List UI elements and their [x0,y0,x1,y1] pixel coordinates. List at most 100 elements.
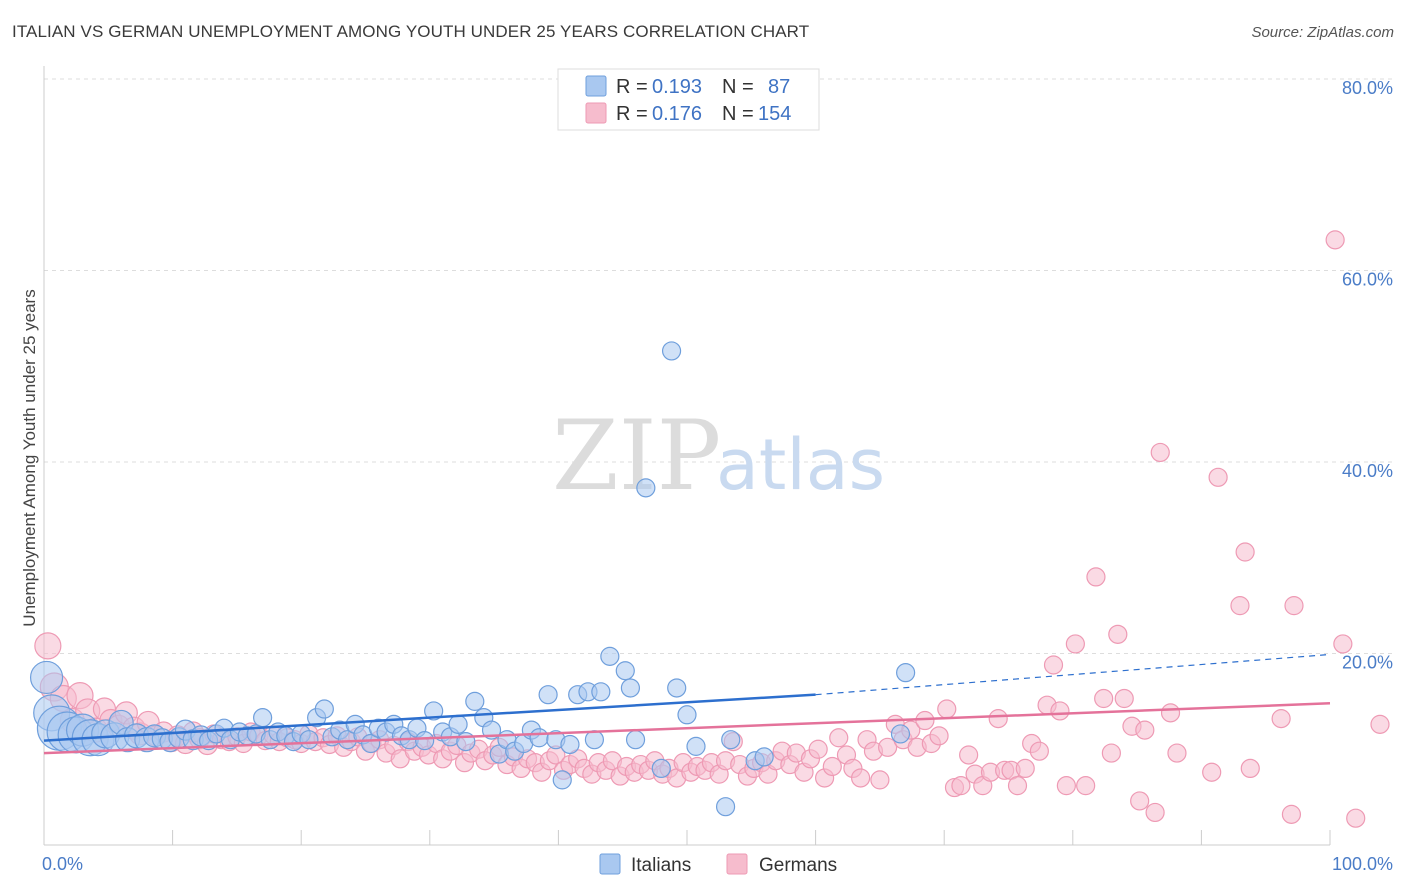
legend-germans-n-label: N = [722,103,754,125]
y-axis-label: Unemployment Among Youth under 25 years [20,289,39,626]
germans-point [822,756,842,777]
germans-point [1240,758,1260,779]
italians-point [677,705,697,725]
x-tick-label: 100.0% [1332,854,1393,874]
legend-italians-r-value: 0.193 [652,76,702,98]
bottom-legend: Italians Germans [599,853,837,876]
germans-point [34,632,62,660]
germans-point [1202,762,1222,782]
germans-point [1167,743,1187,763]
italians-point [661,341,682,361]
trend-lines [43,653,1331,755]
italians-point [715,797,736,817]
germans-point [1029,741,1049,761]
italians-point [620,678,641,698]
germans-point [1145,802,1165,823]
italians-point [253,708,273,728]
germans-point [1370,714,1390,734]
germans-point [1271,709,1291,729]
bottom-legend-swatch-italians [599,853,621,875]
germans-point [878,737,898,757]
italians-point [415,731,435,751]
legend-germans-r-value: 0.176 [652,103,702,125]
italians-point [361,733,381,754]
germans-point [1076,776,1096,796]
x-tick-label: 0.0% [42,854,83,874]
germans-point [1230,596,1250,616]
germans-point [1056,776,1076,796]
y-tick-label: 60.0% [1342,270,1393,290]
italians-point [636,478,656,498]
y-tick-label: 80.0% [1342,78,1393,98]
germans-point [1050,701,1070,721]
y-tick-label: 40.0% [1342,461,1393,481]
germans-point [1281,804,1302,824]
italians-point [591,682,611,702]
italians-point [896,663,916,683]
germans-point [1094,688,1114,709]
germans-point [988,709,1008,729]
y-tick-label: 20.0% [1342,653,1393,673]
watermark-atlas: atlas [716,424,885,506]
italians-point [600,646,620,666]
germans-trend-line [43,702,1331,755]
germans-point [1208,467,1228,487]
italians-point [448,714,468,734]
germans-point [929,726,949,746]
italians-point [465,691,485,711]
italians-point [625,730,646,750]
legend-swatch-germans [585,102,607,124]
bottom-legend-swatch-germans [726,853,748,875]
italians-point [552,770,572,790]
italians-point [584,730,605,750]
germans-point [1333,634,1353,654]
germans-point [1130,791,1150,811]
italians-point [314,699,334,719]
germans-point [1325,230,1345,250]
germans-point [1101,743,1121,763]
italians-point [538,685,558,705]
germans-point [851,768,871,788]
legend-italians-n-value: 87 [768,76,790,98]
germans-point [1135,720,1155,740]
italians-point [29,660,64,695]
germans-point [1346,808,1366,828]
germans-point [1086,567,1106,587]
y-tick-labels: 20.0% 40.0% 60.0% 80.0% [1342,78,1393,673]
italians-point [299,730,319,750]
germans-point [951,776,971,796]
germans-point [915,710,935,731]
germans-point [870,770,890,790]
chart-title: ITALIAN VS GERMAN UNEMPLOYMENT AMONG YOU… [12,22,810,41]
italians-point [667,678,687,698]
bottom-legend-italians: Italians [631,855,691,876]
germans-point [959,745,979,765]
germans-point [1108,624,1128,644]
italians-point [754,747,774,767]
watermark-zip: ZIP [552,400,721,512]
italians-point [615,661,635,681]
germans-point [1007,776,1028,796]
x-tick-labels: 0.0% 100.0% [42,854,1393,874]
germans-point [1065,634,1085,654]
top-legend: R = 0.193 N = 87 R = 0.176 N = 154 [557,68,820,131]
italians-point [560,734,580,755]
germans-point [1114,688,1134,709]
italians-trend-extension [815,653,1331,696]
legend-swatch-italians [585,75,607,97]
germans-point [1043,655,1064,675]
bottom-legend-germans: Germans [759,855,837,876]
legend-germans-n-value: 154 [758,103,791,125]
italians-point [721,730,741,750]
italians-point [686,736,706,756]
germans-point [937,699,957,719]
grid-lines [44,78,1393,654]
germans-point [1160,703,1181,723]
germans-point [1150,442,1170,463]
germans-point [1235,542,1255,562]
italians-point [890,724,911,744]
italians-point [651,758,671,779]
source-credit: Source: ZipAtlas.com [1251,24,1394,41]
legend-germans-r-label: R = [616,103,648,125]
